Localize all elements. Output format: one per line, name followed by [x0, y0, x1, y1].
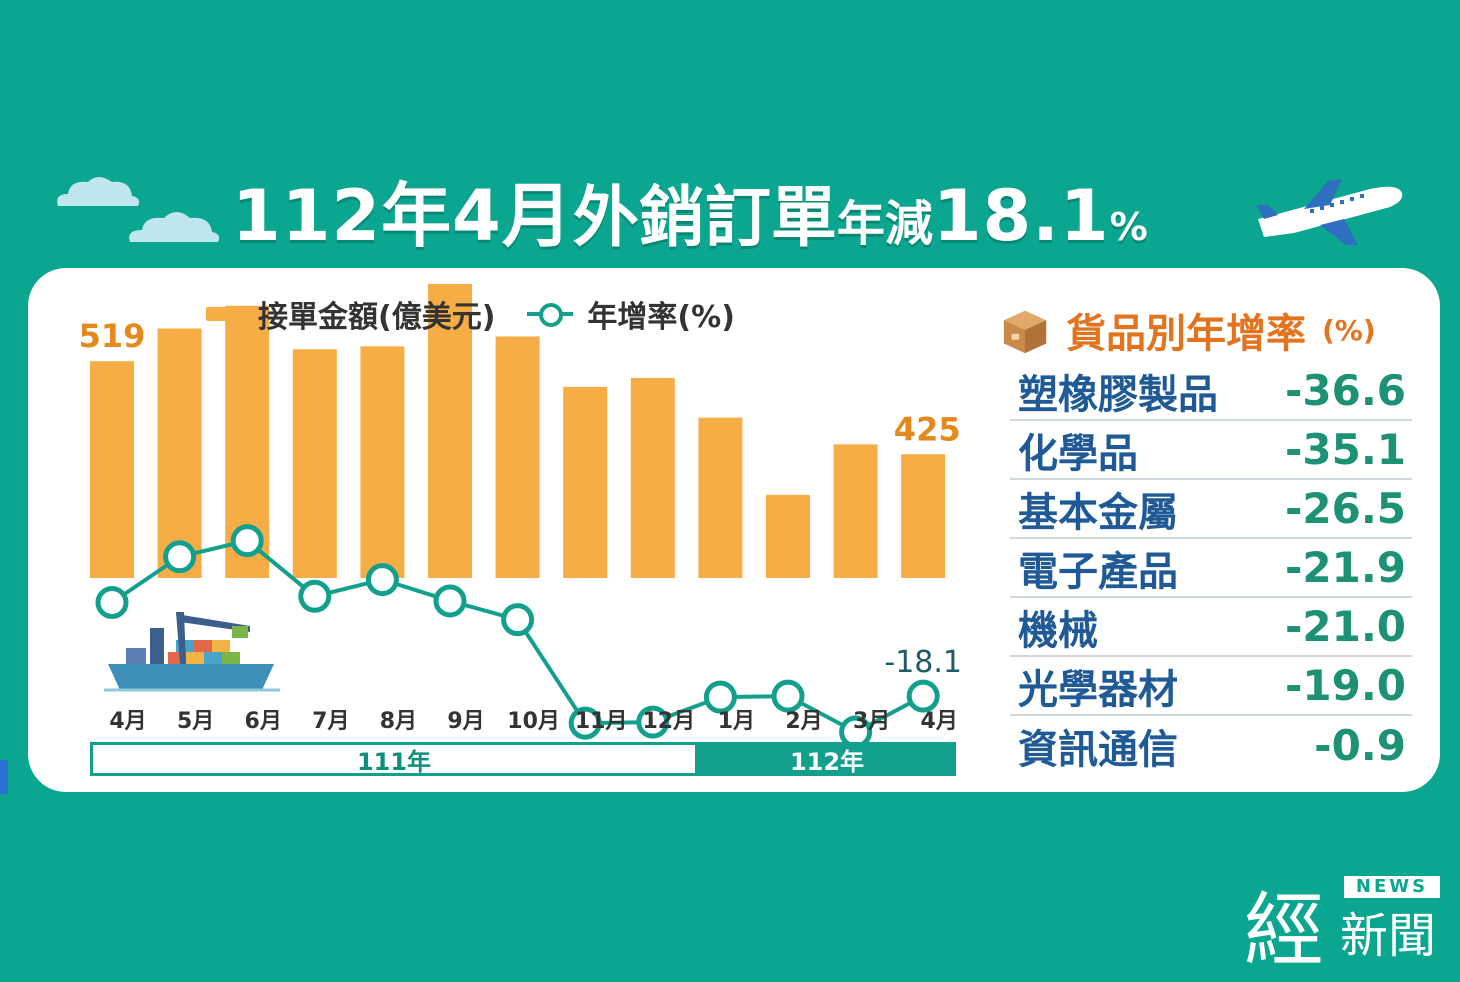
rate-point — [365, 563, 399, 597]
bar — [90, 361, 134, 578]
bar-value-label: 425 — [894, 410, 961, 448]
bar — [833, 444, 878, 578]
title-date: 112年4月 — [232, 175, 573, 257]
news-logo: 經 NEWS 新聞 — [1238, 860, 1444, 977]
bar — [360, 346, 405, 578]
row-name: 基本金屬 — [1018, 489, 1178, 536]
bar — [157, 328, 202, 578]
logo-xinwen: 新聞 — [1340, 908, 1437, 964]
row-value: -19.0 — [1284, 661, 1406, 710]
rate-point — [501, 603, 535, 637]
row-name: 化學品 — [1018, 430, 1138, 477]
title-main: 外銷訂單 — [572, 179, 837, 256]
legend-bar-swatch — [206, 307, 244, 321]
bar — [630, 378, 675, 578]
bar — [698, 417, 743, 578]
row-name: 塑橡膠製品 — [1018, 371, 1218, 418]
x-tick-label: 4月 — [921, 709, 958, 734]
x-tick-label: 12月 — [642, 709, 695, 734]
table-row: 電子產品 -21.9 — [1010, 539, 1412, 598]
product-table: 塑橡膠製品 -36.6 化學品 -35.1 基本金屬 -26.5 電子產品 -21.9 … — [1010, 362, 1412, 775]
x-tick-label: 5月 — [177, 709, 214, 734]
row-name: 資訊通信 — [1018, 726, 1178, 773]
logo-news: NEWS — [1344, 876, 1440, 898]
x-tick-label: 9月 — [447, 709, 484, 734]
bar — [563, 386, 608, 578]
row-name: 機械 — [1018, 607, 1098, 654]
airplane-icon — [1256, 179, 1403, 245]
page-title: 112年4月外銷訂單年減18.1% — [232, 160, 1148, 261]
table-row: 塑橡膠製品 -36.6 — [1010, 362, 1412, 421]
title-percent: % — [1109, 205, 1148, 249]
row-value: -36.6 — [1284, 366, 1406, 415]
table-unit: (%) — [1322, 313, 1376, 347]
bar — [766, 494, 810, 578]
x-tick-label: 3月 — [853, 709, 890, 734]
legend-line-label: 年增率(%) — [587, 300, 735, 335]
row-name: 光學器材 — [1018, 666, 1178, 713]
title-decrease: 年減 — [836, 196, 933, 252]
rate-point — [703, 680, 737, 714]
year-axis: 111年 112年 — [90, 742, 956, 776]
table-row: 機械 -21.0 — [1010, 598, 1412, 657]
table-row: 資訊通信 -0.9 — [1010, 716, 1412, 775]
cloud-icon — [57, 177, 140, 206]
rate-point — [906, 679, 940, 713]
bar — [495, 336, 540, 578]
table-row: 化學品 -35.1 — [1010, 421, 1412, 480]
table-title: 貨品別年增率 — [1066, 311, 1306, 357]
rate-point — [163, 540, 197, 574]
chart-legend: 接單金額(億美元) 年增率(%) — [206, 294, 735, 335]
bar — [901, 454, 946, 578]
title-value: 18.1 — [932, 175, 1110, 257]
rate-point — [230, 524, 264, 558]
year-group-112: 112年 — [698, 742, 956, 776]
bar — [292, 349, 337, 578]
rate-point — [568, 706, 602, 740]
bar-value-label: 519 — [79, 317, 146, 355]
x-tick-label: 6月 — [245, 709, 282, 734]
row-value: -21.9 — [1284, 543, 1406, 592]
logo-jing: 經 — [1244, 884, 1324, 977]
x-tick-label: 11月 — [575, 709, 628, 734]
row-name: 電子產品 — [1018, 548, 1178, 595]
legend-line-swatch — [527, 302, 574, 327]
row-value: -0.9 — [1314, 721, 1406, 770]
row-value: -21.0 — [1284, 602, 1406, 651]
table-row: 基本金屬 -26.5 — [1010, 480, 1412, 539]
year-group-111: 111年 — [90, 742, 698, 776]
x-tick-label: 10月 — [507, 709, 560, 734]
x-tick-label: 4月 — [109, 709, 146, 734]
table-header: 貨品別年增率 (%) — [1000, 300, 1376, 360]
box-icon — [1003, 310, 1047, 354]
rate-point — [636, 705, 670, 739]
rate-point — [95, 586, 129, 620]
cloud-icon — [129, 212, 220, 242]
cargo-ship-icon — [104, 612, 280, 692]
rate-point — [433, 584, 467, 618]
row-value: -26.5 — [1284, 484, 1406, 533]
x-tick-label: 2月 — [785, 709, 822, 734]
legend-bar-label: 接單金額(億美元) — [258, 300, 496, 335]
bar — [428, 283, 472, 578]
x-tick-label: 7月 — [312, 709, 349, 734]
title-area: 112年4月外銷訂單年減18.1% — [0, 150, 1460, 260]
table-row: 光學器材 -19.0 — [1010, 657, 1412, 716]
rate-value-label: -18.1 — [884, 645, 962, 680]
row-value: -35.1 — [1284, 425, 1406, 474]
edge-marker — [0, 760, 8, 794]
x-tick-label: 1月 — [718, 709, 755, 734]
rate-point — [771, 679, 805, 713]
x-tick-label: 8月 — [380, 709, 417, 734]
rate-point — [298, 579, 332, 613]
